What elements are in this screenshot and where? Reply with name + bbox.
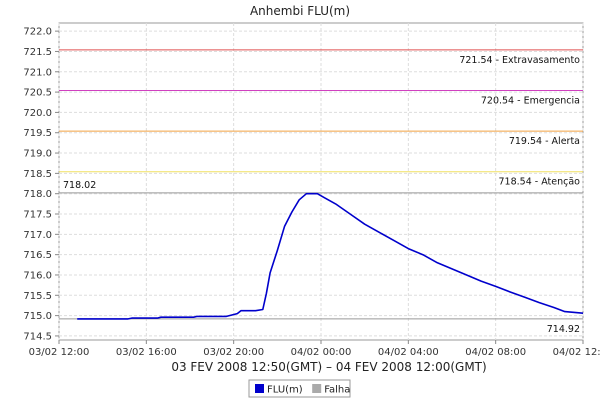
y-tick-label: 716.5	[23, 250, 52, 261]
y-tick-label: 718.0	[23, 189, 52, 200]
y-tick-label: 721.5	[23, 47, 52, 58]
x-tick-label: 03/02 12:00	[29, 347, 90, 358]
grid-lines	[58, 23, 584, 340]
y-tick-label: 717.5	[23, 210, 52, 221]
y-tick-label: 717.0	[23, 230, 52, 241]
y-tick-label: 715.0	[23, 311, 52, 322]
series-line	[77, 192, 584, 320]
chart-subtitle: 03 FEV 2008 12:50(GMT) – 04 FEV 2008 12:…	[171, 360, 486, 374]
y-tick-label: 720.0	[23, 108, 52, 119]
threshold-label: 721.54 - Extravasamento	[459, 55, 580, 66]
threshold-label: 718.54 - Atenção	[499, 177, 581, 188]
x-tick-label: 04/02 00:00	[291, 347, 352, 358]
y-tick-label: 718.5	[23, 169, 52, 180]
legend-box	[248, 379, 351, 398]
legend: FLU(m) Falha	[248, 379, 351, 398]
marker-label: 714.92	[547, 324, 580, 335]
x-tick-label: 03/02 20:00	[203, 347, 264, 358]
x-tick-label: 04/02 08:00	[465, 347, 526, 358]
x-tick-label: 04/02 12:00	[553, 347, 600, 358]
threshold-label: 720.54 - Emergencia	[481, 95, 580, 106]
threshold-label: 719.54 - Alerta	[509, 136, 580, 147]
y-tick-label: 719.5	[23, 128, 52, 139]
y-tick-label: 721.0	[23, 67, 52, 78]
chart-title: Anhembi FLU(m)	[250, 4, 350, 18]
axis-layer: 714.5 715.0 715.5 716.0 716.5 717.0 717.5 718.0…	[23, 27, 600, 358]
y-tick-label: 716.0	[23, 270, 52, 281]
x-tick-label: 04/02 04:00	[378, 347, 439, 358]
marker-label: 718.02	[63, 180, 96, 191]
series-layer	[77, 192, 584, 320]
legend-swatch	[255, 384, 264, 393]
x-tick-label: 03/02 16:00	[116, 347, 177, 358]
y-tick-label: 714.5	[23, 331, 52, 342]
legend-label: FLU(m)	[267, 385, 303, 396]
legend-swatch	[312, 384, 322, 393]
legend-label: Falha	[324, 385, 350, 396]
y-tick-label: 715.5	[23, 291, 52, 302]
threshold-lines: 721.54 - Extravasamento 720.54 - Emergenc…	[59, 49, 583, 335]
y-tick-label: 722.0	[23, 27, 52, 38]
y-tick-label: 720.5	[23, 88, 52, 99]
y-tick-label: 719.0	[23, 149, 52, 160]
